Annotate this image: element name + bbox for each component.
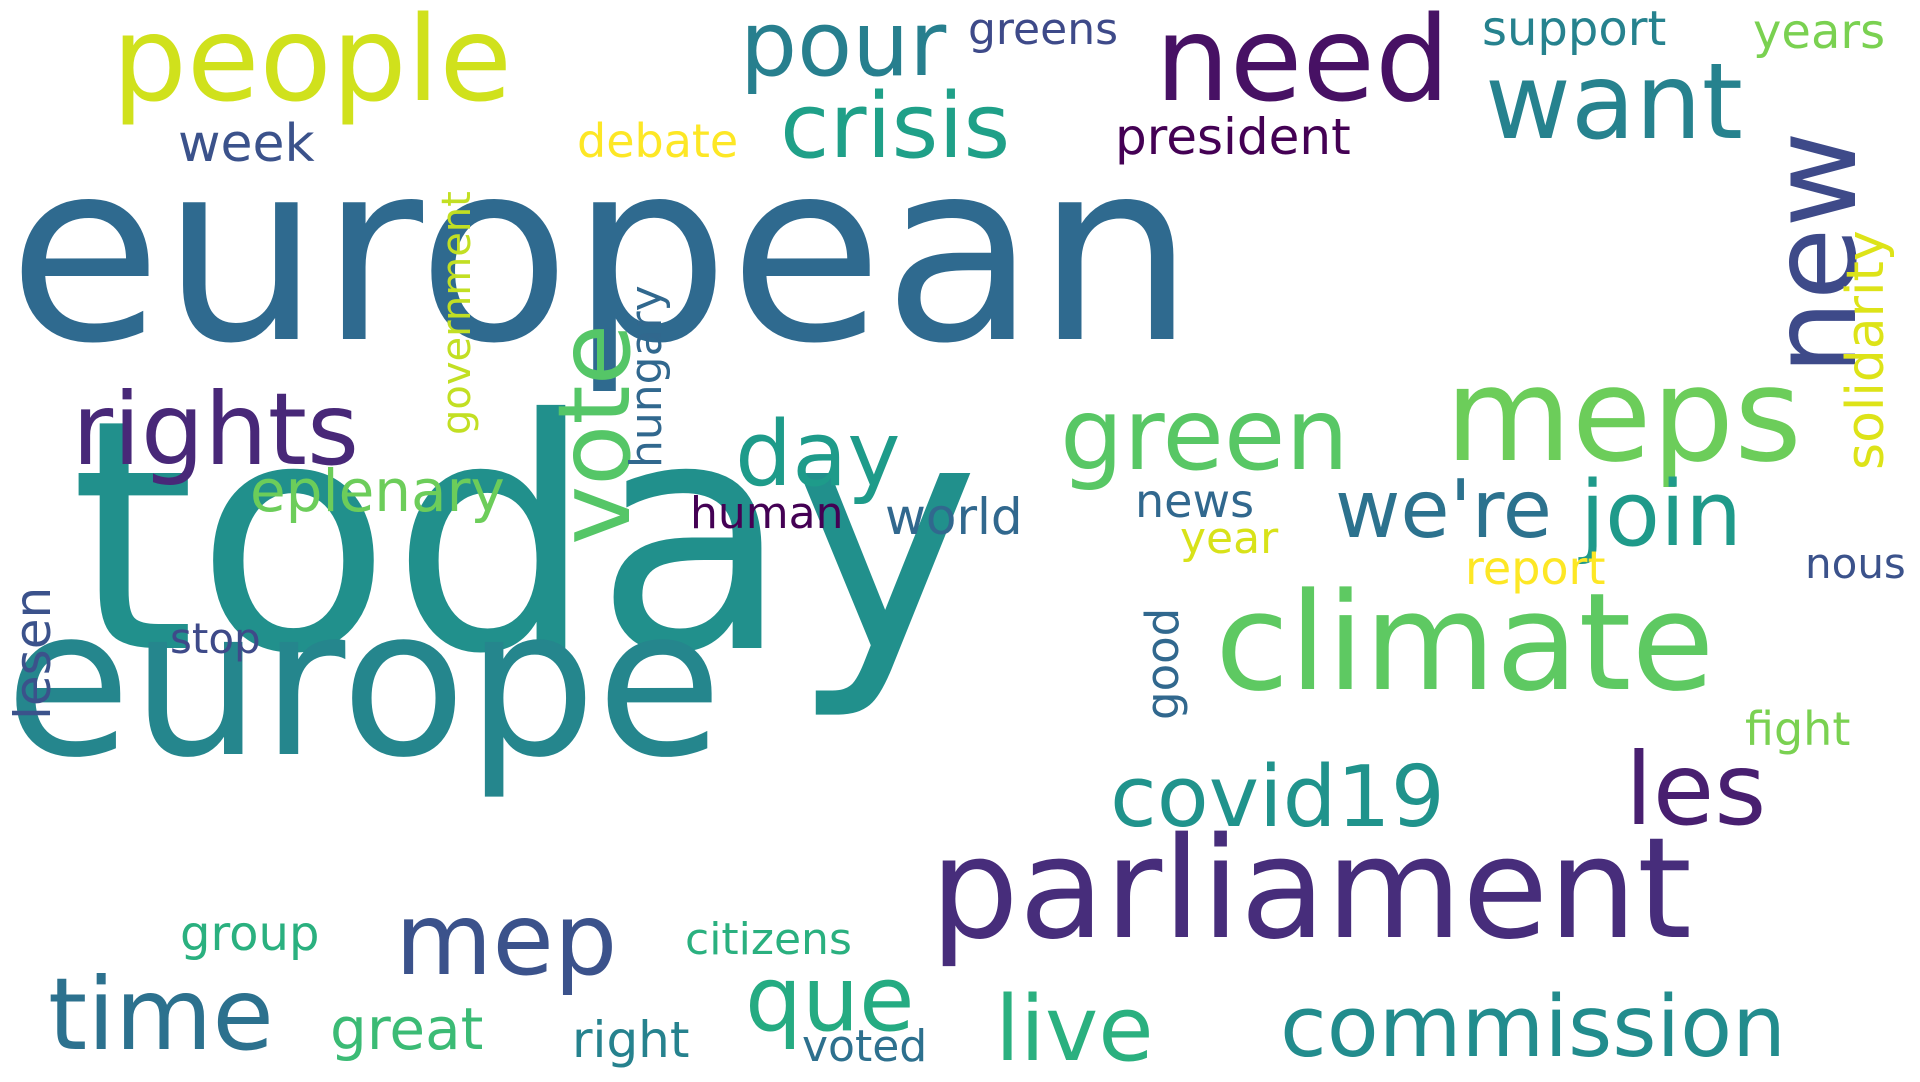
- word-voted: voted: [802, 1021, 928, 1072]
- word-great: great: [330, 995, 484, 1063]
- word-covid19: covid19: [1110, 748, 1445, 847]
- word-solidarity: solidarity: [1836, 230, 1896, 470]
- word-european: european: [8, 107, 1195, 398]
- word-report: report: [1465, 541, 1606, 595]
- word-day: day: [735, 402, 901, 507]
- word-lesen: lesen: [4, 586, 62, 720]
- word-stop: stop: [170, 614, 261, 663]
- word-government: government: [434, 191, 480, 435]
- word-world: world: [885, 488, 1023, 546]
- word-good: good: [1136, 607, 1189, 720]
- word-debate: debate: [577, 114, 739, 168]
- word-eplenary: eplenary: [250, 457, 505, 525]
- word-week: week: [178, 114, 315, 174]
- word-want: want: [1485, 41, 1743, 163]
- word-right: right: [572, 1011, 690, 1069]
- word-europe: europe: [5, 565, 723, 803]
- word-les: les: [1625, 731, 1767, 848]
- word-years: years: [1753, 4, 1886, 60]
- word-parliament: parliament: [930, 808, 1692, 971]
- word-support: support: [1482, 1, 1667, 57]
- word-news: news: [1135, 474, 1255, 528]
- word-commission: commission: [1280, 978, 1787, 1077]
- word-people: people: [112, 0, 512, 128]
- word-crisis: crisis: [780, 74, 1011, 179]
- word-rights: rights: [72, 371, 360, 488]
- word-hungary: hungary: [621, 285, 672, 468]
- word-president: president: [1115, 108, 1351, 166]
- word-que: que: [745, 947, 915, 1052]
- word-time: time: [48, 956, 274, 1073]
- word-pour: pour: [740, 0, 947, 97]
- word-climate: climate: [1215, 564, 1715, 721]
- word-greens: greens: [968, 4, 1119, 55]
- word-meps: meps: [1445, 339, 1802, 491]
- word-nous: nous: [1805, 539, 1906, 588]
- word-group: group: [180, 906, 320, 962]
- word-join: join: [1580, 462, 1743, 567]
- word-year: year: [1180, 513, 1279, 564]
- word-were: we're: [1335, 463, 1552, 556]
- word-need: need: [1155, 0, 1450, 128]
- word-green: green: [1060, 376, 1349, 493]
- word-fight: fight: [1745, 702, 1851, 756]
- word-human: human: [690, 488, 844, 539]
- word-live: live: [995, 977, 1154, 1082]
- word-today: today: [70, 352, 980, 724]
- word-mep: mep: [395, 881, 618, 998]
- word-citizens: citizens: [685, 914, 852, 965]
